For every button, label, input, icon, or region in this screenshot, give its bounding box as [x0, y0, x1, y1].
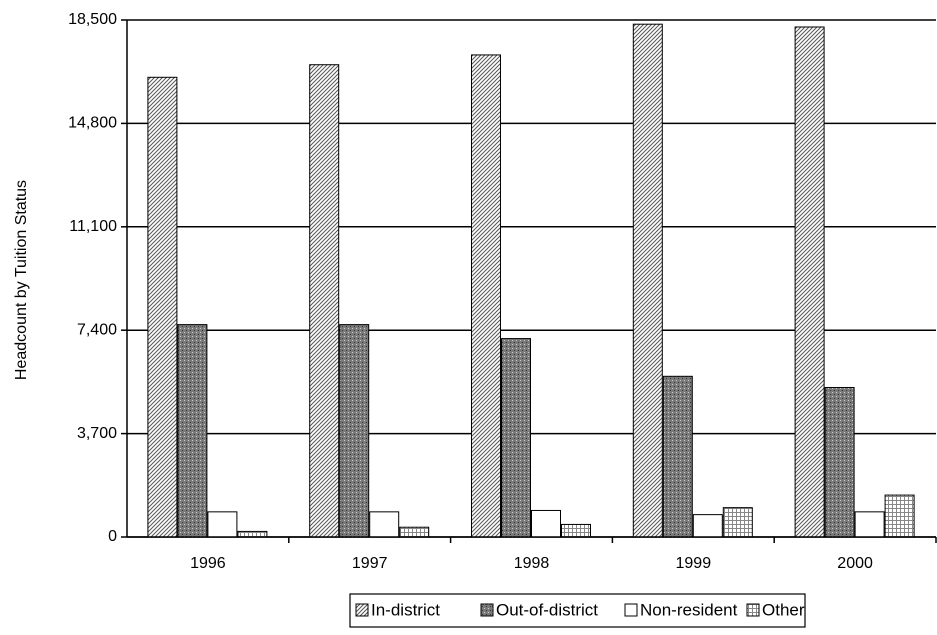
- legend-label: In-district: [371, 600, 440, 619]
- bar: [471, 54, 501, 538]
- x-tick-label: 1999: [676, 555, 712, 572]
- legend-swatch: [624, 603, 638, 617]
- legend-label: Non-resident: [640, 600, 738, 619]
- x-tick-label: 1997: [352, 555, 388, 572]
- legend-label: Other: [762, 600, 805, 619]
- y-tick-label: 0: [108, 528, 117, 545]
- legend-swatch: [746, 603, 760, 617]
- bar: [309, 64, 340, 538]
- bar: [794, 26, 825, 538]
- bar: [692, 514, 723, 538]
- bar: [561, 523, 591, 538]
- bar: [237, 530, 268, 538]
- bar: [632, 23, 663, 538]
- bar: [884, 494, 915, 538]
- x-tick-label: 1996: [190, 555, 226, 572]
- legend-swatch: [480, 603, 494, 617]
- bar: [399, 526, 430, 538]
- bar: [339, 324, 370, 538]
- legend-swatch: [355, 603, 369, 617]
- y-tick-label: 18,500: [68, 11, 117, 28]
- bar: [854, 511, 885, 538]
- bar: [722, 507, 753, 538]
- bar: [147, 76, 178, 538]
- bar: [207, 511, 238, 538]
- y-axis-label: Headcount by Tuition Status: [13, 180, 30, 380]
- bar: [501, 338, 531, 538]
- x-tick-label: 1998: [514, 555, 550, 572]
- y-tick-label: 11,100: [69, 218, 117, 235]
- y-tick-label: 3,700: [77, 425, 117, 442]
- bar: [531, 509, 561, 538]
- legend-box: [349, 593, 806, 628]
- bar: [824, 386, 855, 538]
- y-tick-label: 7,400: [77, 321, 117, 338]
- bar: [177, 324, 208, 538]
- x-tick-label: 2000: [837, 555, 873, 572]
- y-tick-label: 14,800: [68, 115, 117, 132]
- bar: [662, 375, 693, 538]
- legend-label: Out-of-district: [496, 600, 598, 619]
- bar: [369, 511, 400, 538]
